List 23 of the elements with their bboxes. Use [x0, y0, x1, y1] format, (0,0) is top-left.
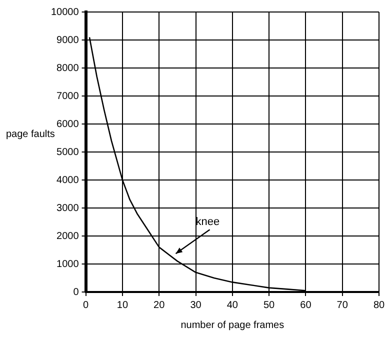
y-tick-label: 4000 [56, 174, 80, 186]
y-tick-label: 7000 [56, 90, 80, 102]
x-tick-label: 10 [116, 300, 128, 311]
y-tick-label: 5000 [56, 146, 80, 158]
y-axis-title: page faults [6, 128, 55, 140]
x-tick-label: 40 [226, 300, 238, 311]
y-tick-label: 9000 [56, 34, 80, 46]
y-tick-label: 0 [73, 286, 80, 298]
annotation: knee [196, 216, 220, 228]
y-tick-label: 2000 [56, 230, 80, 242]
x-tick-label: 60 [300, 300, 312, 311]
x-tick-label: 0 [83, 300, 90, 311]
x-axis-title: number of page frames [180, 320, 284, 331]
y-tick-label: 8000 [56, 62, 80, 74]
x-tick-label: 20 [154, 300, 166, 311]
x-tick-label: 80 [373, 300, 385, 311]
x-tick-label: 30 [190, 300, 202, 311]
x-tick-label: 50 [263, 300, 276, 311]
x-tick-label: 70 [336, 300, 348, 311]
y-tick-label: 6000 [56, 118, 80, 130]
y-tick-label: 10000 [50, 6, 80, 18]
y-tick-label: 1000 [56, 258, 80, 270]
y-tick-label: 3000 [56, 202, 80, 214]
